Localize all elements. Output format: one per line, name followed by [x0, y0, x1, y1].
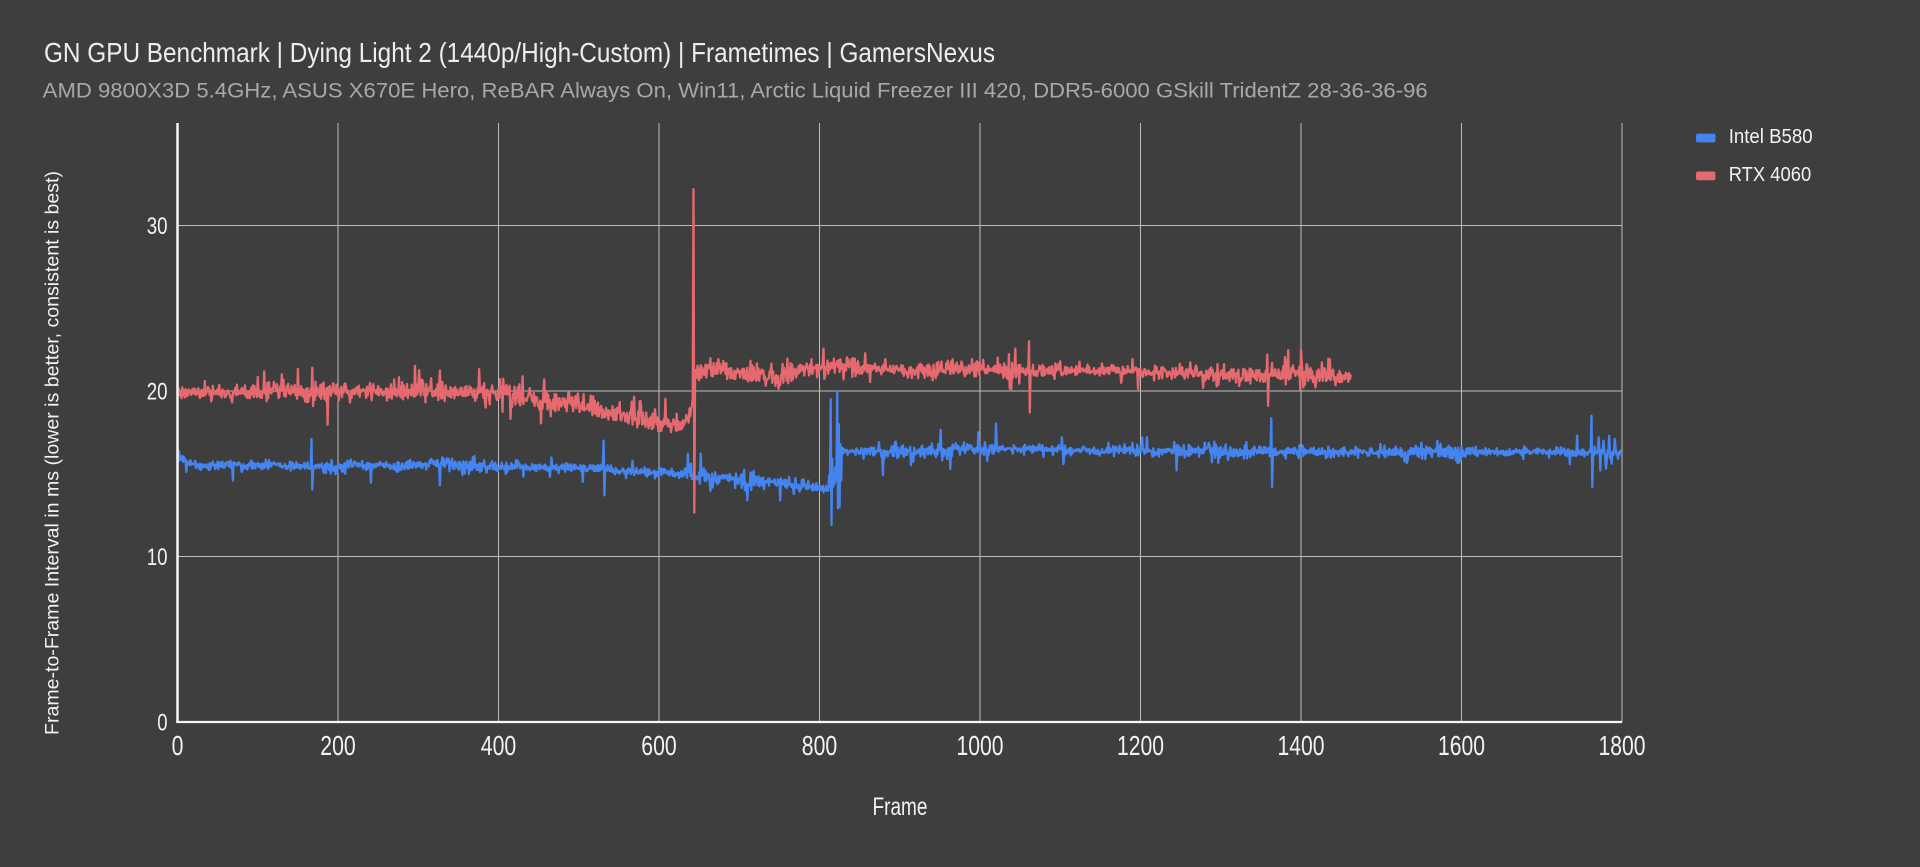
- svg-text:RTX 4060: RTX 4060: [1729, 164, 1812, 186]
- svg-text:1200: 1200: [1117, 730, 1164, 761]
- svg-text:Frame-to-Frame Interval in ms: Frame-to-Frame Interval in ms (lower is …: [42, 171, 64, 735]
- svg-text:1000: 1000: [957, 730, 1004, 761]
- svg-text:20: 20: [147, 378, 168, 405]
- svg-text:1400: 1400: [1278, 730, 1325, 761]
- svg-text:200: 200: [320, 730, 355, 761]
- svg-text:400: 400: [481, 730, 516, 761]
- svg-text:600: 600: [641, 730, 676, 761]
- svg-text:10: 10: [147, 544, 168, 571]
- svg-text:0: 0: [172, 730, 184, 761]
- svg-text:800: 800: [802, 730, 837, 761]
- svg-text:Intel B580: Intel B580: [1729, 126, 1813, 148]
- svg-text:30: 30: [147, 213, 168, 240]
- svg-text:GN GPU Benchmark | Dying Light: GN GPU Benchmark | Dying Light 2 (1440p/…: [44, 37, 995, 68]
- svg-text:1800: 1800: [1599, 730, 1646, 761]
- svg-text:0: 0: [157, 709, 167, 736]
- svg-text:1600: 1600: [1438, 730, 1485, 761]
- svg-text:AMD 9800X3D 5.4GHz, ASUS X670E: AMD 9800X3D 5.4GHz, ASUS X670E Hero, ReB…: [43, 78, 1428, 103]
- svg-text:Frame: Frame: [873, 794, 928, 821]
